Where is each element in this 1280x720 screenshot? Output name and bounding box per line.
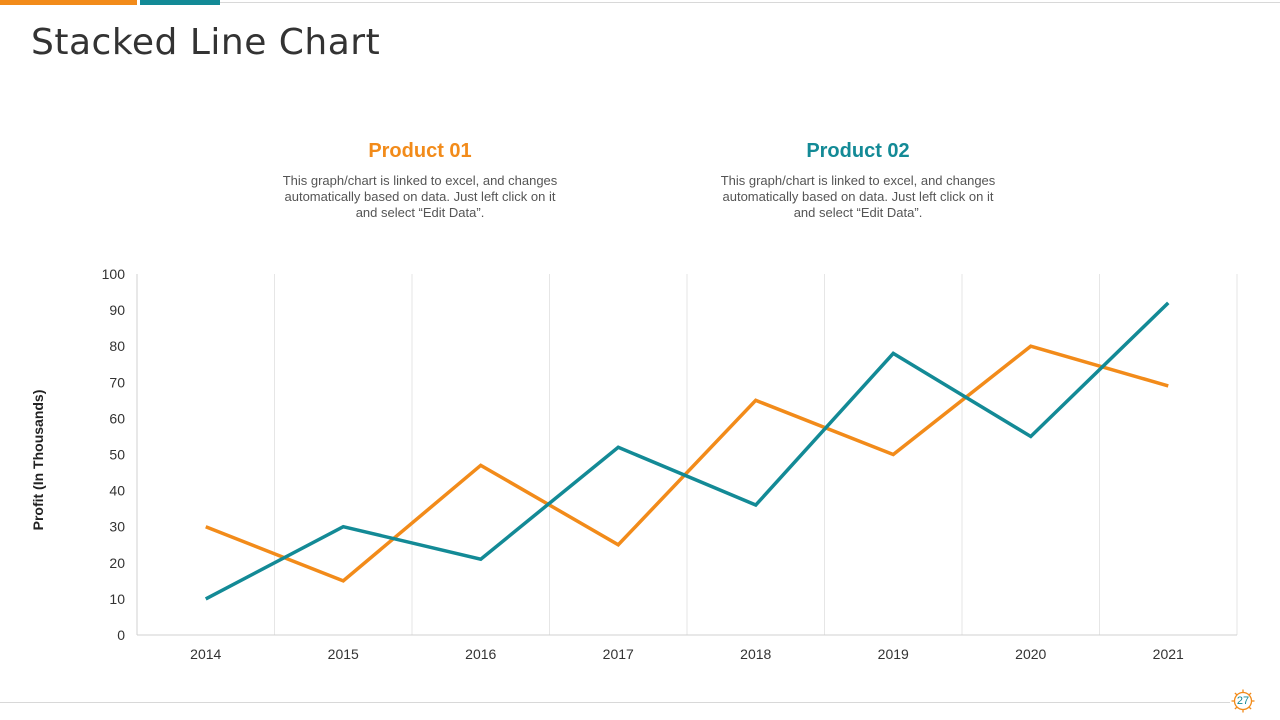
chart-series[interactable] xyxy=(204,301,1170,601)
x-tick-label: 2021 xyxy=(1153,646,1184,662)
x-tick-label: 2019 xyxy=(878,646,909,662)
product-02-description: This graph/chart is linked to excel, and… xyxy=(720,173,996,220)
x-tick-label: 2018 xyxy=(740,646,771,662)
chart-axes xyxy=(136,274,1237,636)
y-tick-label: 0 xyxy=(117,627,125,643)
y-tick-label: 40 xyxy=(109,483,125,499)
x-tick-label: 2017 xyxy=(603,646,634,662)
product-02-block: Product 02 This graph/chart is linked to… xyxy=(708,140,1008,221)
y-tick-label: 10 xyxy=(109,591,125,607)
product-01-block: Product 01 This graph/chart is linked to… xyxy=(270,140,570,221)
product-01-description: This graph/chart is linked to excel, and… xyxy=(282,173,558,220)
y-tick-label: 70 xyxy=(109,374,125,390)
x-tick-label: 2015 xyxy=(328,646,359,662)
top-accent-teal xyxy=(140,0,220,5)
page-number-badge: 27 xyxy=(1230,688,1256,714)
y-tick-label: 50 xyxy=(109,447,125,463)
y-tick-label: 90 xyxy=(109,302,125,318)
product-01-title: Product 01 xyxy=(368,140,472,162)
chart-grid xyxy=(136,274,1238,635)
page-title: Stacked Line Chart xyxy=(31,22,381,63)
page-number: 27 xyxy=(1236,695,1250,707)
top-rule xyxy=(220,2,1280,3)
top-accent-orange xyxy=(0,0,137,5)
y-tick-label: 20 xyxy=(109,555,125,571)
y-tick-label: 100 xyxy=(102,266,126,282)
product-02-title: Product 02 xyxy=(806,140,910,162)
x-tick-label: 2016 xyxy=(465,646,496,662)
x-tick-label: 2020 xyxy=(1015,646,1046,662)
y-tick-label: 30 xyxy=(109,519,125,535)
series-line-product-02[interactable] xyxy=(204,301,1170,601)
gear-icon xyxy=(1231,689,1255,713)
x-tick-labels: 2014 2015 2016 2017 2018 2019 2020 2021 xyxy=(190,646,1184,662)
bottom-rule xyxy=(0,702,1230,703)
series-line-product-01[interactable] xyxy=(205,344,1169,583)
y-tick-label: 80 xyxy=(109,338,125,354)
y-tick-labels: 0 10 20 30 40 50 60 70 80 90 100 xyxy=(102,266,126,643)
x-tick-label: 2014 xyxy=(190,646,221,662)
y-tick-label: 60 xyxy=(109,410,125,426)
